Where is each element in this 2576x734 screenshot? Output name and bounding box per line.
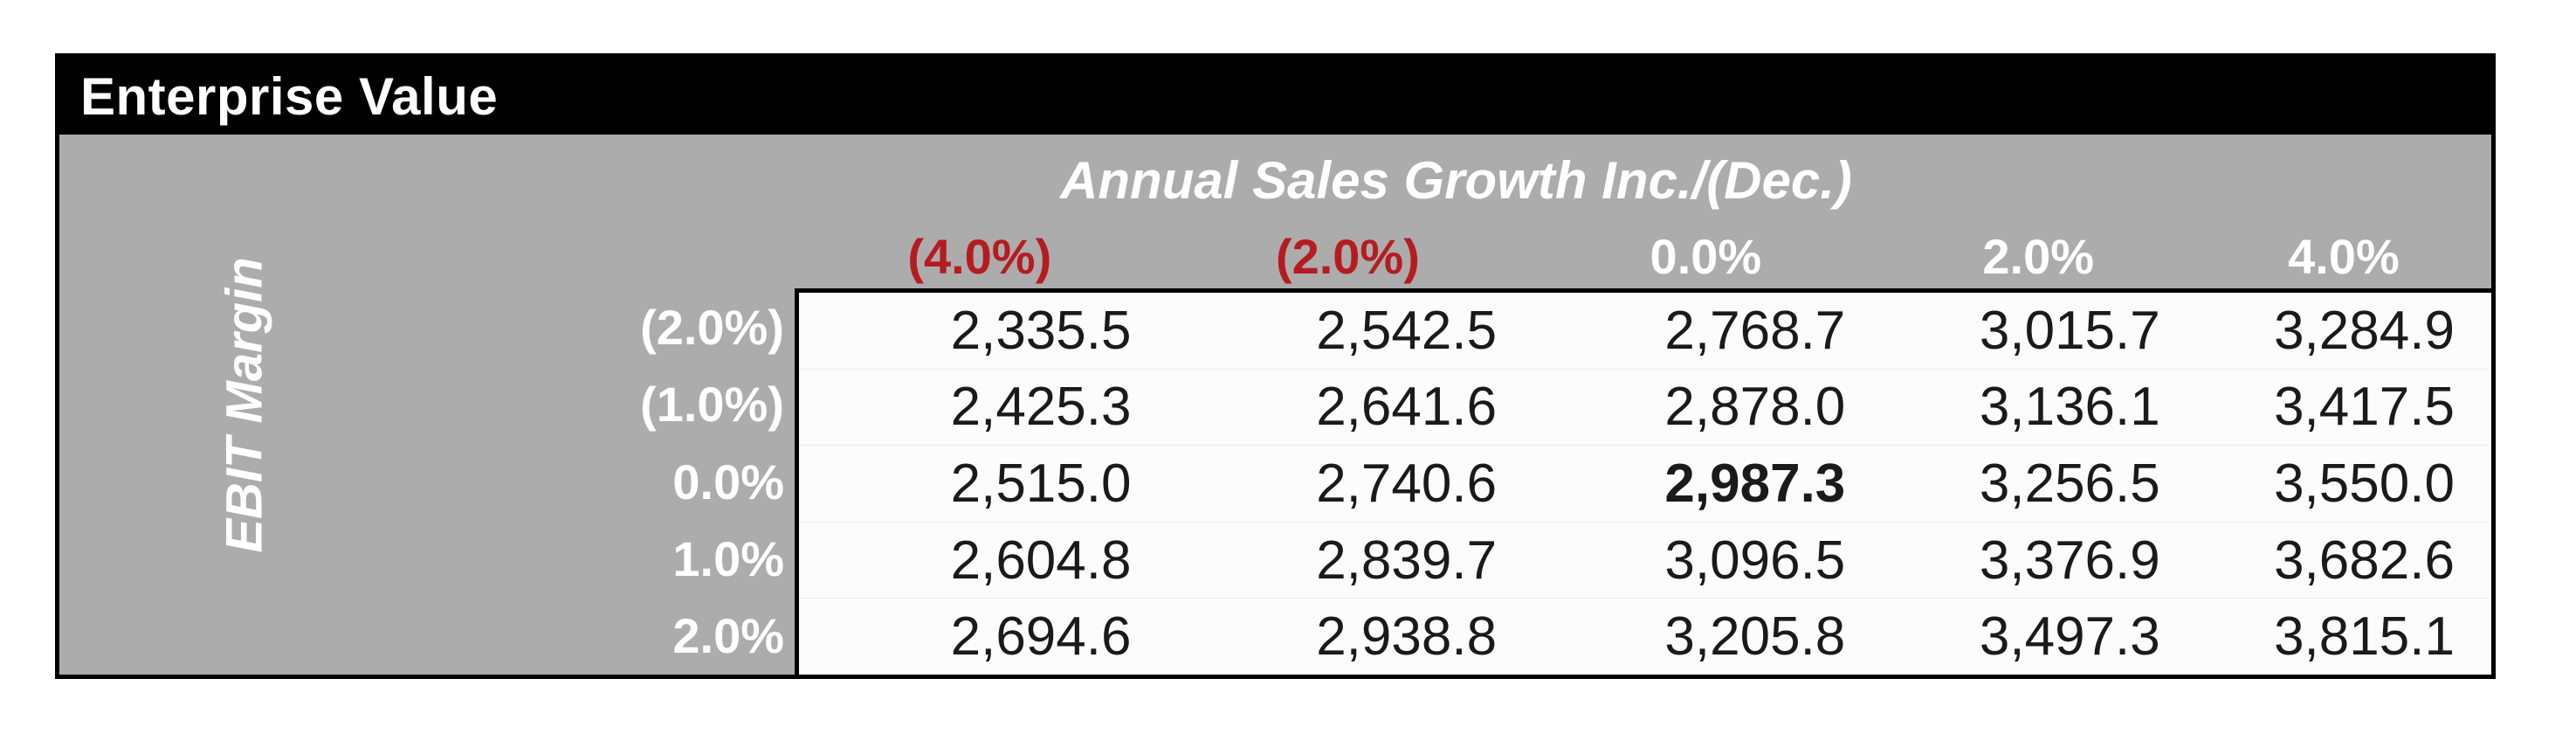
table-row: 2,694.6 2,938.8 3,205.8 3,497.3 3,815.1 — [799, 599, 2491, 675]
data-cell[interactable]: 3,815.1 — [2274, 606, 2455, 668]
data-cell[interactable]: 3,376.9 — [1979, 530, 2160, 591]
column-header-1[interactable]: (2.0%) — [1275, 229, 1420, 284]
data-cell-base-case[interactable]: 2,987.3 — [1664, 453, 1846, 514]
data-cell[interactable]: 3,205.8 — [1664, 606, 1846, 668]
row-header-0[interactable]: (2.0%) — [640, 299, 784, 355]
table-row: 2,604.8 2,839.7 3,096.5 3,376.9 3,682.6 — [799, 523, 2491, 599]
data-cell[interactable]: 2,542.5 — [1316, 300, 1498, 361]
data-cell[interactable]: 2,878.0 — [1664, 377, 1846, 438]
table-row: 2,515.0 2,740.6 2,987.3 3,256.5 3,550.0 — [799, 446, 2491, 523]
row-header-1[interactable]: (1.0%) — [640, 377, 784, 433]
data-cell[interactable]: 3,550.0 — [2274, 453, 2455, 514]
table-title-bar: Enterprise Value — [59, 58, 2491, 135]
sensitivity-panel: Annual Sales Growth Inc./(Dec.) (4.0%) (… — [59, 135, 2491, 675]
data-cell[interactable]: 2,740.6 — [1316, 453, 1498, 514]
data-grid: 2,335.5 2,542.5 2,768.7 3,015.7 3,284.9 … — [795, 288, 2491, 675]
row-header-3[interactable]: 1.0% — [672, 530, 784, 586]
row-header-4[interactable]: 2.0% — [672, 608, 784, 664]
data-cell[interactable]: 3,417.5 — [2274, 377, 2455, 438]
data-cell[interactable]: 3,015.7 — [1979, 300, 2160, 361]
data-cell[interactable]: 2,335.5 — [950, 300, 1132, 361]
row-headers-column: (2.0%) (1.0%) 0.0% 1.0% 2.0% — [59, 288, 795, 675]
column-header-0[interactable]: (4.0%) — [907, 229, 1052, 284]
data-cell[interactable]: 3,682.6 — [2274, 530, 2455, 591]
data-cell[interactable]: 3,096.5 — [1664, 530, 1846, 591]
column-header-3[interactable]: 2.0% — [1982, 229, 2095, 284]
data-cell[interactable]: 2,839.7 — [1316, 530, 1498, 591]
data-cell[interactable]: 3,497.3 — [1979, 606, 2160, 668]
data-cell[interactable]: 2,938.8 — [1316, 606, 1498, 668]
data-cell[interactable]: 2,515.0 — [950, 453, 1132, 514]
data-cell[interactable]: 3,284.9 — [2274, 300, 2455, 361]
table-row: 2,335.5 2,542.5 2,768.7 3,015.7 3,284.9 — [799, 293, 2491, 370]
data-cell[interactable]: 2,768.7 — [1664, 300, 1846, 361]
column-group-header-annual-sales-growth[interactable]: Annual Sales Growth Inc./(Dec.) — [1060, 151, 1852, 210]
data-cell[interactable]: 2,641.6 — [1316, 377, 1498, 438]
data-cell[interactable]: 3,256.5 — [1979, 453, 2160, 514]
table-row: 2,425.3 2,641.6 2,878.0 3,136.1 3,417.5 — [799, 370, 2491, 447]
column-headers-row: (4.0%) (2.0%) 0.0% 2.0% 4.0% — [795, 222, 2491, 288]
column-header-2[interactable]: 0.0% — [1650, 229, 1762, 284]
row-header-2[interactable]: 0.0% — [672, 454, 784, 509]
enterprise-value-sensitivity-table: Enterprise Value Annual Sales Growth Inc… — [55, 53, 2496, 679]
data-cell[interactable]: 3,136.1 — [1979, 377, 2160, 438]
column-header-4[interactable]: 4.0% — [2288, 229, 2400, 284]
data-cell[interactable]: 2,694.6 — [950, 606, 1132, 668]
data-cell[interactable]: 2,425.3 — [950, 377, 1132, 438]
data-cell[interactable]: 2,604.8 — [950, 530, 1132, 591]
table-title[interactable]: Enterprise Value — [80, 66, 499, 126]
